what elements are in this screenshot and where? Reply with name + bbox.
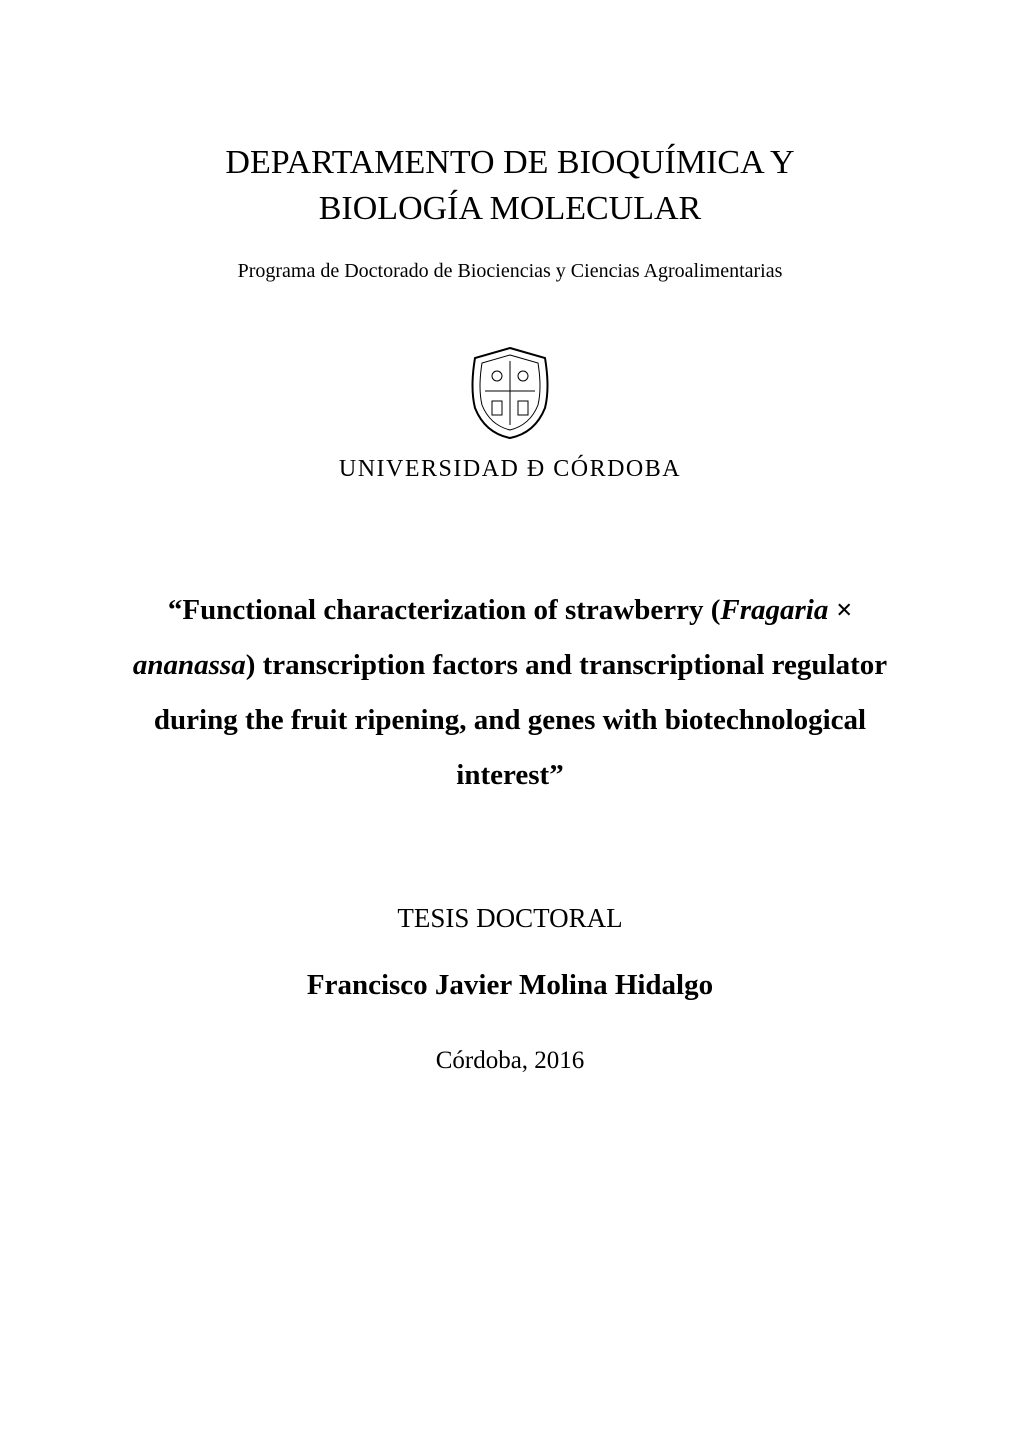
thesis-title: “Functional characterization of strawber… bbox=[110, 583, 910, 803]
university-logo-block: UNIVERSIDAD Ð CÓRDOBA bbox=[110, 343, 910, 483]
university-emblem-icon bbox=[450, 343, 570, 448]
department-line1: DEPARTAMENTO DE BIOQUÍMICA Y bbox=[225, 144, 794, 181]
document-type: TESIS DOCTORAL bbox=[110, 903, 910, 934]
title-quote-close: ” bbox=[549, 759, 564, 791]
author-name: Francisco Javier Molina Hidalgo bbox=[110, 969, 910, 1002]
title-quote-open: “ bbox=[168, 594, 183, 626]
university-name-part1: UNIVERSIDAD bbox=[339, 456, 520, 482]
department-title: DEPARTAMENTO DE BIOQUÍMICA Y BIOLOGÍA MO… bbox=[110, 140, 910, 232]
title-part2: ) transcription factors and transcriptio… bbox=[154, 649, 887, 791]
place-and-year: Córdoba, 2016 bbox=[110, 1047, 910, 1075]
university-name-part2: CÓRDOBA bbox=[553, 456, 681, 482]
title-part1: Functional characterization of strawberr… bbox=[182, 594, 720, 626]
department-line2: BIOLOGÍA MOLECULAR bbox=[319, 190, 701, 227]
university-name: UNIVERSIDAD Ð CÓRDOBA bbox=[110, 456, 910, 483]
university-name-connector: Ð bbox=[527, 456, 546, 482]
program-subtitle: Programa de Doctorado de Biociencias y C… bbox=[110, 260, 910, 283]
